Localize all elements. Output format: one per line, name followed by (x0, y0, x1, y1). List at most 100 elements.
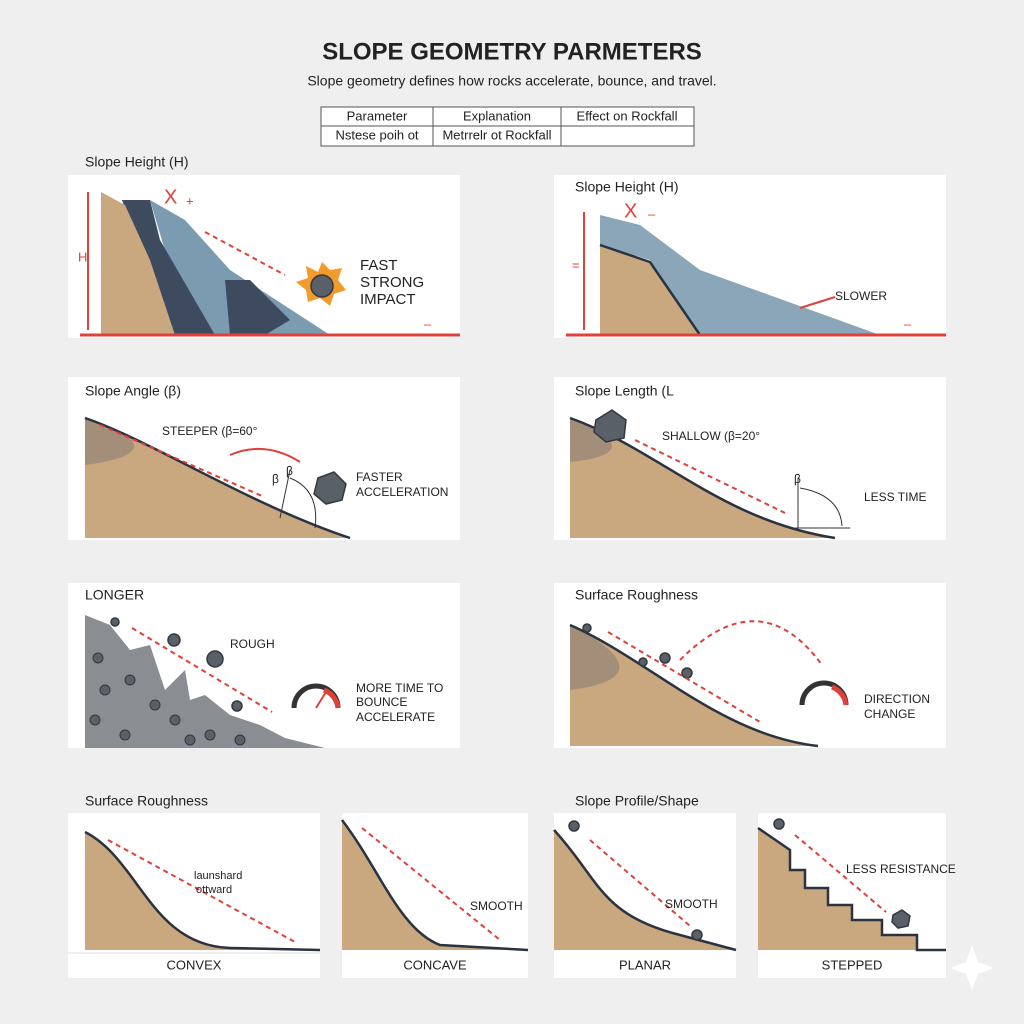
shape (691, 929, 703, 941)
shape (830, 684, 849, 706)
profile-planar: PLANAR SMOOTH (553, 813, 737, 978)
line (607, 631, 761, 723)
shape (659, 652, 671, 664)
shape (206, 650, 224, 668)
panel-title: Surface Roughness (575, 587, 698, 603)
shape (322, 687, 341, 709)
table-header: Parameter (347, 108, 408, 123)
table-header: Explanation (463, 108, 531, 123)
section-title: Slope Profile/Shape (575, 793, 699, 809)
label: MORE TIME TO (356, 681, 443, 695)
shape (570, 418, 612, 462)
label: STRONG (360, 274, 424, 291)
profile-concave: CONCAVE SMOOTH (341, 813, 529, 978)
label: X (624, 200, 637, 222)
shape (757, 826, 946, 952)
table-cell: Metrrelr ot Rockfall (442, 127, 551, 142)
line (589, 839, 691, 927)
shape (119, 729, 131, 741)
shape (799, 487, 843, 527)
panel-title: Slope Height (H) (85, 154, 189, 170)
shape (600, 245, 700, 335)
shape (570, 625, 620, 690)
shape (124, 674, 136, 686)
label: launshard (194, 870, 242, 882)
label: ACCELERATION (356, 485, 448, 499)
shape (553, 829, 737, 952)
shape (569, 623, 819, 748)
label: – (648, 206, 656, 221)
panel-roughness: Surface Roughness DIRECTION CHANGE (554, 583, 946, 748)
panel-title: Slope Angle (β) (85, 383, 181, 399)
shape (101, 192, 175, 335)
shape (600, 215, 880, 335)
label: + (186, 193, 194, 208)
shape (225, 280, 290, 335)
line (131, 627, 273, 713)
shape (99, 684, 111, 696)
shape (341, 819, 529, 952)
label: β (794, 472, 801, 486)
profile-convex: CONVEX launshard ottward (68, 813, 321, 978)
panel-angle: Slope Angle (β) STEEPER (β=60° β β FASTE… (68, 377, 460, 540)
table-cell: Nstese poih ot (335, 127, 418, 142)
shape (568, 820, 580, 832)
shape (169, 714, 181, 726)
section-title: Surface Roughness (85, 793, 208, 809)
shape (342, 820, 528, 950)
profile-name: PLANAR (619, 957, 671, 972)
label: = (572, 257, 580, 272)
label: – (424, 316, 432, 331)
line (799, 296, 836, 309)
profile-stepped: STEPPED LESS RESISTANCE (757, 813, 956, 978)
panel-height-low: Slope Height (H) = X – SLOWER – (554, 175, 946, 338)
shape (84, 830, 321, 952)
shape (891, 909, 911, 929)
shape (184, 734, 196, 746)
label: LESS RESISTANCE (846, 862, 956, 876)
shape (85, 418, 135, 465)
title: SLOPE GEOMETRY PARMETERS (322, 38, 702, 65)
shape (92, 652, 104, 664)
shape (122, 200, 215, 335)
shape (582, 623, 592, 633)
profile-name: STEPPED (822, 957, 883, 972)
line (279, 469, 291, 519)
shape (289, 477, 317, 529)
shape (681, 667, 693, 679)
label: CHANGE (864, 707, 915, 721)
shape (570, 418, 835, 538)
line (361, 827, 501, 941)
label: β (272, 472, 279, 486)
shape (229, 447, 301, 463)
shape (638, 657, 648, 667)
shape (84, 416, 351, 540)
label: β (286, 464, 293, 478)
label: ROUGH (230, 637, 275, 651)
label: LESS TIME (864, 490, 926, 504)
panel-title: Slope Length (L (575, 383, 674, 399)
shape (231, 700, 243, 712)
shape (89, 652, 246, 746)
line (634, 439, 786, 514)
line (204, 231, 286, 276)
shape (310, 274, 334, 298)
table-header: Effect on Rockfall (577, 108, 678, 123)
panel-height-high: Slope Height (H) H X + FAST STRONG IMPAC… (68, 154, 460, 338)
shape (167, 633, 181, 647)
shape (313, 471, 347, 505)
panel-longer: LONGER ROUGH MORE TIME TO BOUNCE ACCELER… (68, 583, 460, 748)
shape (85, 615, 325, 748)
label: SHALLOW (β=20° (662, 429, 760, 443)
label: SLOWER (835, 289, 887, 303)
label: ACCELERATE (356, 710, 435, 724)
label: ottward (196, 884, 232, 896)
label: BOUNCE (356, 695, 407, 709)
label: H (78, 249, 87, 264)
subtitle: Slope geometry defines how rocks acceler… (307, 73, 716, 89)
label: FAST (360, 257, 398, 274)
label: SMOOTH (665, 897, 718, 911)
line (794, 834, 887, 913)
line (315, 691, 327, 709)
